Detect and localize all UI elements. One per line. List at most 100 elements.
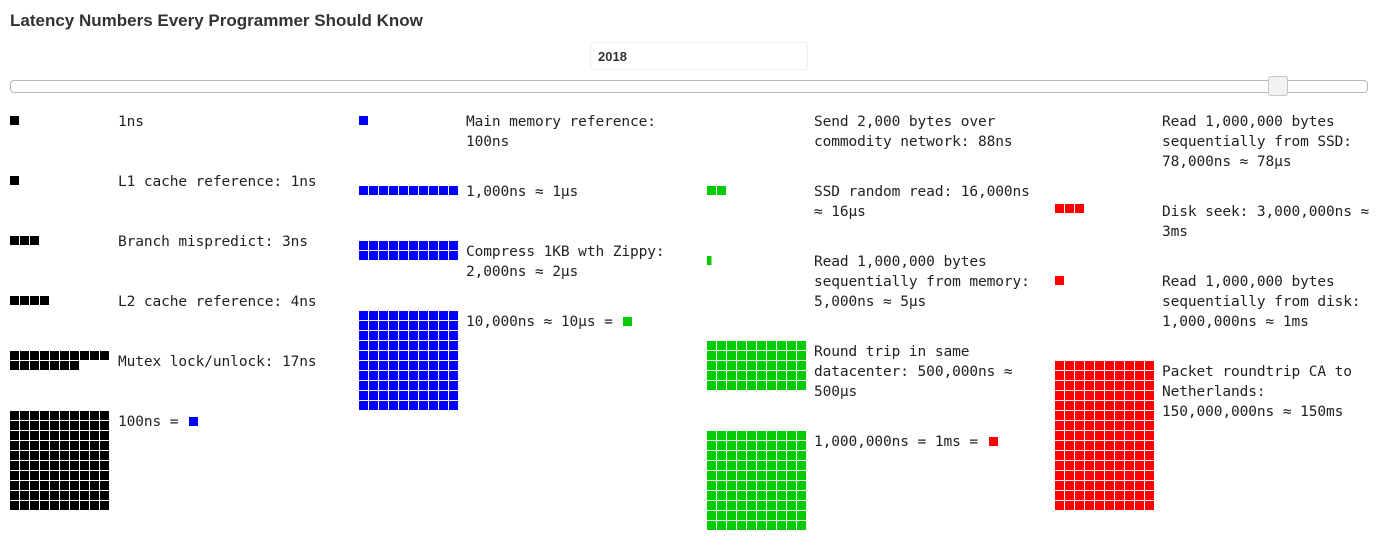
- latency-label: 100ns =: [118, 412, 338, 432]
- latency-square: [399, 186, 408, 195]
- latency-square: [389, 381, 398, 390]
- latency-square: [1145, 401, 1154, 410]
- latency-square: [10, 431, 19, 440]
- latency-square: [1135, 491, 1144, 500]
- latency-label: Mutex lock/unlock: 17ns: [118, 354, 317, 370]
- latency-square: [439, 371, 448, 380]
- latency-square: [1105, 431, 1114, 440]
- latency-square: [429, 251, 438, 260]
- latency-square: [80, 421, 89, 430]
- latency-square: [369, 251, 378, 260]
- latency-square: [707, 501, 716, 510]
- latency-square: [419, 351, 428, 360]
- latency-square: [757, 491, 766, 500]
- latency-square: [40, 411, 49, 420]
- latency-square: [797, 381, 806, 390]
- latency-square: [449, 401, 458, 410]
- latency-square: [389, 361, 398, 370]
- latency-square: [359, 116, 368, 125]
- latency-square: [727, 501, 736, 510]
- latency-square: [1125, 371, 1134, 380]
- latency-square: [389, 311, 398, 320]
- latency-square: [20, 461, 29, 470]
- latency-label: Compress 1KB wth Zippy: 2,000ns ≈ 2µs: [466, 244, 665, 280]
- latency-square: [1145, 371, 1154, 380]
- latency-square: [797, 441, 806, 450]
- latency-square: [419, 331, 428, 340]
- latency-square: [369, 381, 378, 390]
- latency-square: [767, 361, 776, 370]
- latency-square: [359, 251, 368, 260]
- latency-square: [1135, 501, 1144, 510]
- latency-square: [389, 186, 398, 195]
- latency-square: [1145, 411, 1154, 420]
- latency-square: [359, 361, 368, 370]
- latency-square: [409, 331, 418, 340]
- latency-square: [767, 461, 776, 470]
- latency-square: [747, 491, 756, 500]
- latency-square: [737, 371, 746, 380]
- latency-square: [1075, 501, 1084, 510]
- latency-square: [1065, 431, 1074, 440]
- latency-square: [737, 341, 746, 350]
- latency-square: [777, 371, 786, 380]
- latency-square: [727, 441, 736, 450]
- latency-square: [1105, 481, 1114, 490]
- latency-square: [717, 491, 726, 500]
- latency-square: [707, 521, 716, 530]
- latency-square: [359, 311, 368, 320]
- latency-square: [1055, 481, 1064, 490]
- latency-square: [449, 381, 458, 390]
- year-slider-track[interactable]: [10, 80, 1368, 93]
- latency-square: [80, 441, 89, 450]
- latency-square: [90, 411, 99, 420]
- latency-square: [1065, 501, 1074, 510]
- latency-square: [757, 371, 766, 380]
- latency-square: [40, 351, 49, 360]
- latency-square: [1115, 411, 1124, 420]
- latency-square: [747, 451, 756, 460]
- latency-square: [50, 411, 59, 420]
- year-slider-handle[interactable]: [1268, 76, 1288, 96]
- latency-square: [439, 251, 448, 260]
- latency-square: [1095, 431, 1104, 440]
- latency-square: [787, 381, 796, 390]
- latency-square: [70, 491, 79, 500]
- latency-square: [389, 241, 398, 250]
- latency-square: [429, 401, 438, 410]
- latency-square: [1055, 421, 1064, 430]
- latency-square: [747, 361, 756, 370]
- latency-square: [1115, 461, 1124, 470]
- latency-label: Disk seek: 3,000,000ns ≈ 3ms: [1162, 204, 1370, 240]
- latency-square: [707, 491, 716, 500]
- latency-square: [727, 361, 736, 370]
- latency-square: [409, 251, 418, 260]
- latency-square: [777, 361, 786, 370]
- latency-square: [60, 451, 69, 460]
- latency-square: [10, 351, 19, 360]
- latency-square: [40, 361, 49, 370]
- latency-square: [1075, 361, 1084, 370]
- latency-squares: [359, 311, 458, 410]
- latency-square: [797, 371, 806, 380]
- latency-square: [399, 251, 408, 260]
- latency-square: [369, 371, 378, 380]
- latency-square: [707, 351, 716, 360]
- latency-square: [50, 501, 59, 510]
- latency-square: [747, 511, 756, 520]
- latency-label: Round trip in same datacenter: 500,000ns…: [814, 344, 1013, 400]
- latency-square: [399, 331, 408, 340]
- latency-square: [30, 236, 39, 245]
- latency-square: [50, 421, 59, 430]
- latency-square: [90, 351, 99, 360]
- latency-square: [1055, 471, 1064, 480]
- latency-square: [419, 241, 428, 250]
- latency-square: [399, 341, 408, 350]
- latency-square: [767, 501, 776, 510]
- latency-square: [1115, 501, 1124, 510]
- latency-square: [1095, 361, 1104, 370]
- latency-square: [1085, 381, 1094, 390]
- latency-square: [449, 351, 458, 360]
- latency-square: [369, 331, 378, 340]
- latency-square: [449, 361, 458, 370]
